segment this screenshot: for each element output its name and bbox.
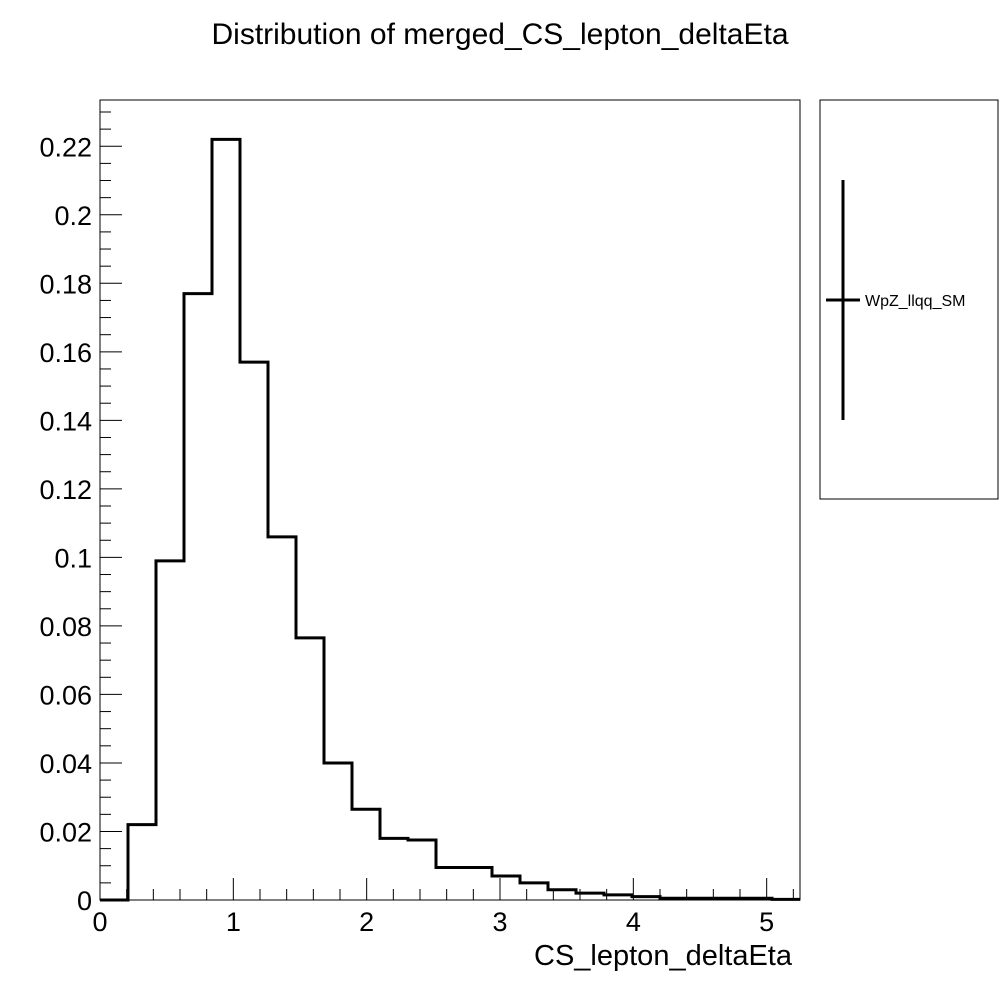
x-tick-label: 4 bbox=[626, 907, 641, 937]
x-axis-title: CS_lepton_deltaEta bbox=[534, 940, 793, 972]
x-tick-label: 0 bbox=[92, 907, 107, 937]
x-tick-label: 2 bbox=[359, 907, 374, 937]
y-tick-label: 0.2 bbox=[54, 201, 92, 231]
y-tick-label: 0.18 bbox=[39, 269, 92, 299]
y-tick-label: 0.22 bbox=[39, 132, 92, 162]
y-tick-label: 0 bbox=[77, 886, 92, 916]
y-tick-label: 0.12 bbox=[39, 475, 92, 505]
x-tick-label: 5 bbox=[759, 907, 774, 937]
y-tick-label: 0.02 bbox=[39, 817, 92, 847]
x-tick-label: 3 bbox=[492, 907, 507, 937]
y-tick-label: 0.08 bbox=[39, 612, 92, 642]
chart-title: Distribution of merged_CS_lepton_deltaEt… bbox=[211, 18, 788, 51]
x-axis-ticks bbox=[99, 878, 794, 900]
legend: WpZ_llqq_SM bbox=[819, 99, 999, 500]
y-tick-label: 0.1 bbox=[54, 543, 92, 573]
y-axis-tick-labels: 0 0.02 0.04 0.06 0.08 0.1 0.12 0.14 0.16 0.18 0.2 0… bbox=[39, 132, 92, 916]
plot-frame bbox=[99, 99, 801, 901]
y-tick-label: 0.16 bbox=[39, 338, 92, 368]
y-axis-ticks bbox=[100, 111, 122, 901]
y-tick-label: 0.14 bbox=[39, 406, 92, 436]
legend-entry-label: WpZ_llqq_SM bbox=[865, 293, 965, 310]
x-tick-label: 1 bbox=[226, 907, 241, 937]
x-axis-tick-labels: 0 1 2 3 4 5 bbox=[92, 907, 774, 937]
y-tick-label: 0.06 bbox=[39, 680, 92, 710]
histogram-series-line bbox=[100, 137, 800, 902]
y-tick-label: 0.04 bbox=[39, 749, 92, 779]
